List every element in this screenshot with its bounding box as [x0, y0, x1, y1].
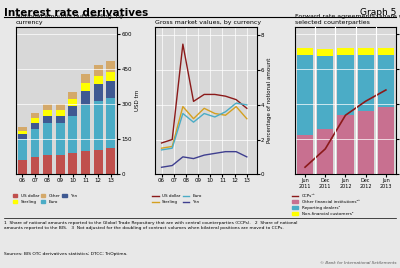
Bar — [337, 48, 354, 55]
Bar — [358, 111, 374, 174]
Bar — [94, 84, 102, 100]
Bar — [30, 129, 39, 157]
Bar — [358, 34, 374, 48]
Bar — [106, 148, 115, 174]
Text: Gross market values, by currency: Gross market values, by currency — [156, 20, 262, 25]
Bar — [43, 110, 52, 116]
Bar — [94, 150, 102, 174]
Y-axis label: Percentage of notional amount: Percentage of notional amount — [267, 58, 272, 143]
Bar — [297, 34, 313, 48]
Legend: US dollar, Sterling, Other, Euro, Yen: US dollar, Sterling, Other, Euro, Yen — [13, 194, 77, 204]
Bar — [56, 123, 65, 155]
Bar — [337, 34, 354, 48]
Bar — [106, 61, 115, 72]
Bar — [56, 104, 65, 110]
Bar — [81, 91, 90, 105]
Bar — [81, 105, 90, 151]
Bar — [297, 135, 313, 174]
Y-axis label: USD trn: USD trn — [134, 90, 140, 111]
Text: Notional amounts outstanding, by
currency: Notional amounts outstanding, by currenc… — [16, 14, 124, 25]
Bar — [43, 155, 52, 174]
Bar — [30, 157, 39, 174]
Bar — [317, 129, 333, 174]
Legend: CCPs¹³, Other financial institutions²³, Reporting dealers², Non-financial custom: CCPs¹³, Other financial institutions²³, … — [292, 194, 359, 216]
Bar — [358, 55, 374, 111]
Bar — [18, 127, 27, 131]
Bar — [18, 135, 27, 139]
Bar — [94, 65, 102, 76]
Bar — [81, 151, 90, 174]
Bar — [30, 113, 39, 118]
Bar — [337, 115, 354, 174]
Bar — [106, 81, 115, 98]
Bar — [68, 99, 77, 106]
Bar — [94, 76, 102, 84]
Text: Sources: BIS OTC derivatives statistics; DTCC; TriOptima.: Sources: BIS OTC derivatives statistics;… — [4, 252, 128, 256]
Bar — [68, 116, 77, 153]
Bar — [18, 131, 27, 135]
Legend: US dollar, Sterling, Euro, Yen: US dollar, Sterling, Euro, Yen — [152, 194, 202, 204]
Bar — [56, 110, 65, 116]
Bar — [378, 107, 394, 174]
Bar — [56, 116, 65, 123]
Bar — [68, 106, 77, 116]
Bar — [317, 56, 333, 129]
Bar — [106, 72, 115, 81]
Bar — [30, 123, 39, 129]
Text: Forward rate agreements; share with
selected counterparties: Forward rate agreements; share with sele… — [295, 14, 400, 25]
Bar — [317, 34, 333, 49]
Bar — [18, 139, 27, 160]
Bar — [81, 83, 90, 91]
Bar — [18, 160, 27, 174]
Bar — [43, 123, 52, 155]
Bar — [68, 153, 77, 174]
Bar — [317, 49, 333, 56]
Bar — [358, 48, 374, 55]
Bar — [43, 116, 52, 123]
Bar — [43, 104, 52, 110]
Bar — [378, 34, 394, 48]
Bar — [30, 118, 39, 123]
Bar — [94, 100, 102, 150]
Bar — [81, 74, 90, 83]
Bar — [106, 98, 115, 148]
Bar — [337, 55, 354, 115]
Text: Graph 5: Graph 5 — [360, 8, 396, 17]
Bar — [68, 92, 77, 99]
Bar — [378, 48, 394, 55]
Bar — [56, 155, 65, 174]
Bar — [297, 55, 313, 135]
Text: © Bank for International Settlements: © Bank for International Settlements — [320, 261, 396, 265]
Bar — [297, 48, 313, 55]
Text: Interest rate derivatives: Interest rate derivatives — [4, 8, 148, 18]
Bar — [378, 55, 394, 107]
Text: 1  Share of notional amounts reported to the Global Trade Repository that are wi: 1 Share of notional amounts reported to … — [4, 221, 298, 230]
